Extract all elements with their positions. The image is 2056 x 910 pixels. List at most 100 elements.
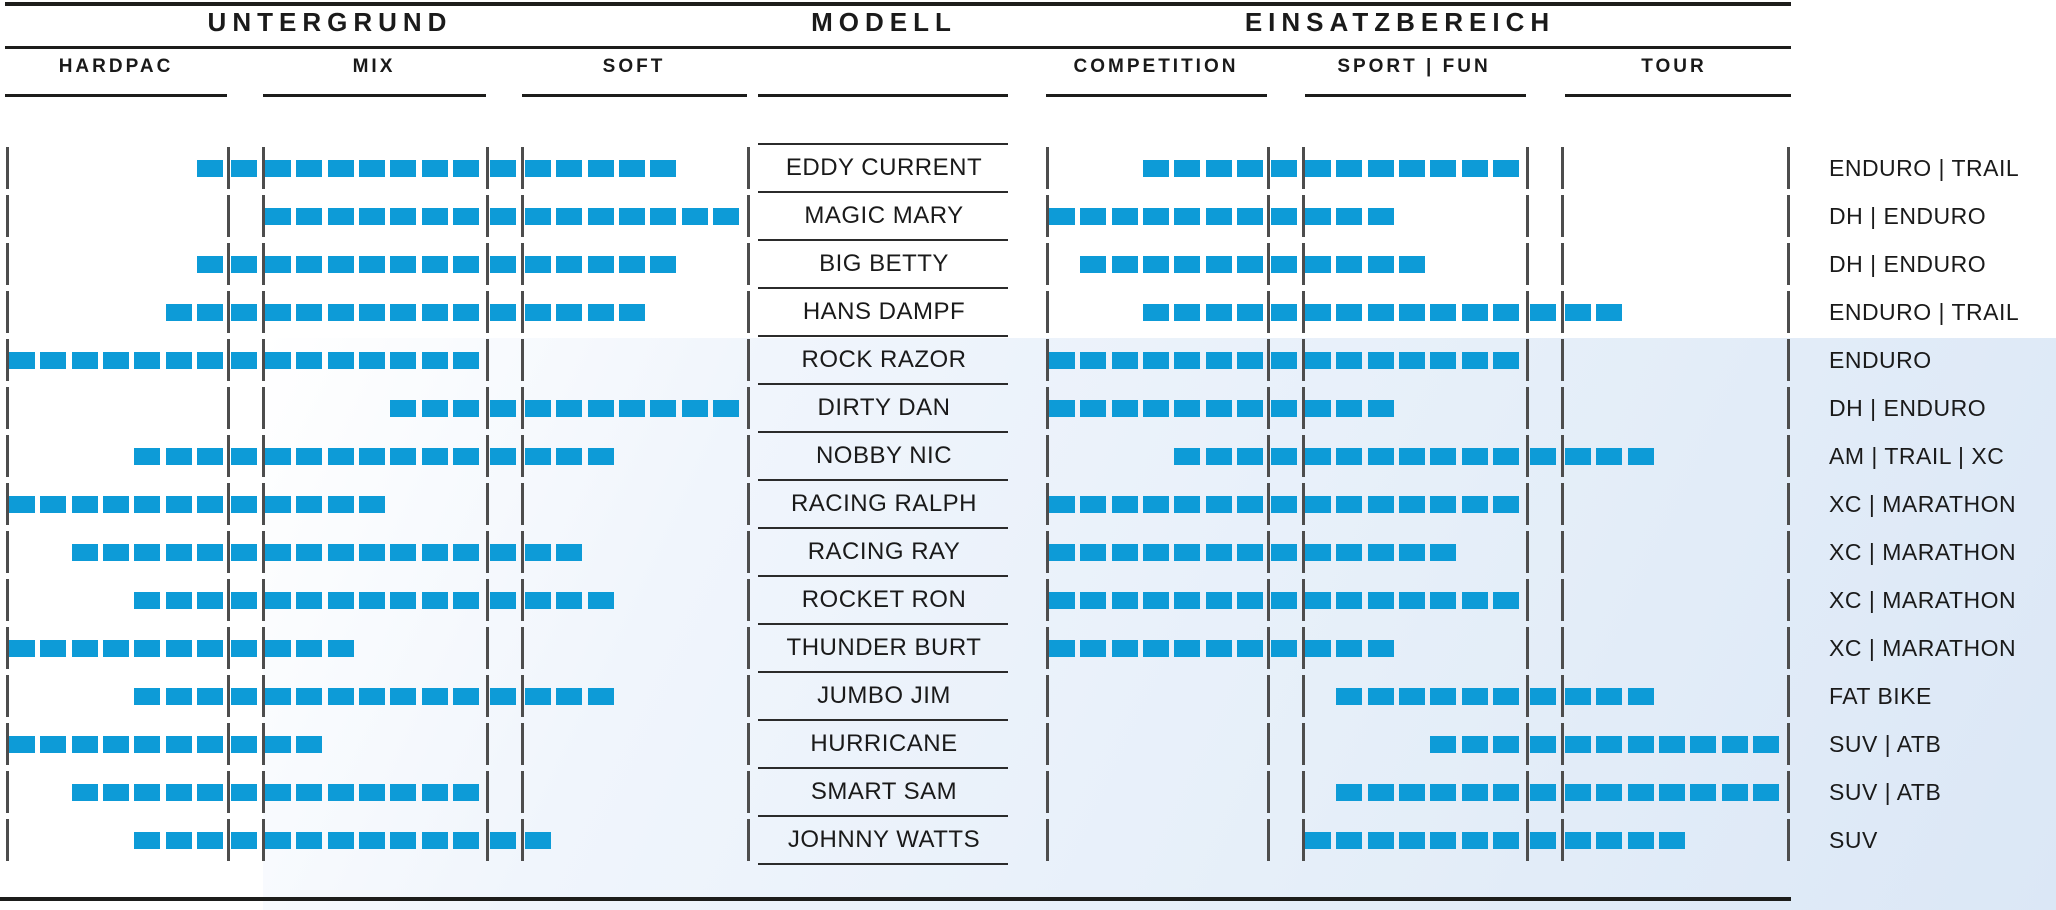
bar-segment <box>1111 544 1138 561</box>
bar-segment <box>1205 496 1232 513</box>
zone-divider <box>1526 243 1529 285</box>
bar-segment <box>1080 256 1107 273</box>
bar-segment <box>1627 784 1654 801</box>
bar-segment <box>1565 784 1591 801</box>
bar-segment <box>1174 592 1201 609</box>
bar-segment <box>196 544 223 561</box>
bar-segment <box>390 832 417 849</box>
bar-segment <box>490 208 516 225</box>
bar-segment <box>1461 688 1488 705</box>
bar-segment <box>1271 640 1297 657</box>
bar-segment <box>650 160 677 177</box>
bar-segment <box>650 256 677 273</box>
zone-divider <box>521 195 524 237</box>
bar-segment <box>452 784 479 801</box>
bar-segment <box>1305 640 1331 657</box>
bar-segment <box>1174 304 1201 321</box>
zone-divider <box>1526 291 1529 333</box>
bar-segment <box>1398 784 1425 801</box>
zone-divider <box>1526 675 1529 717</box>
bar-segment <box>1658 784 1685 801</box>
zone-divider <box>1526 147 1529 189</box>
bar-segment <box>390 208 417 225</box>
bar-segment <box>1492 496 1519 513</box>
bar-segment <box>134 544 161 561</box>
bar-segment <box>1271 448 1297 465</box>
bar-segment <box>525 592 551 609</box>
bar-segment <box>327 592 354 609</box>
bar-segment <box>1658 832 1685 849</box>
bar-segment <box>165 640 192 657</box>
bar-segment <box>390 784 417 801</box>
zone-divider <box>227 195 230 237</box>
bar-segment <box>134 832 161 849</box>
zone-divider <box>1267 291 1270 333</box>
bar-segment <box>1461 160 1488 177</box>
bar-segment <box>134 496 161 513</box>
bar-segment <box>358 160 385 177</box>
zone-divider <box>747 291 750 333</box>
zone-divider <box>1787 435 1790 477</box>
bar-segment <box>490 544 516 561</box>
bar-segment <box>134 592 161 609</box>
zone-divider <box>262 435 265 477</box>
bar-segment <box>1596 448 1623 465</box>
bar-segment <box>1367 208 1394 225</box>
zone-label-mix: MIX <box>352 56 396 77</box>
bar-segment <box>1305 160 1331 177</box>
bar-segment <box>102 736 129 753</box>
bar-segment <box>40 640 67 657</box>
bar-segment <box>618 304 645 321</box>
zone-divider <box>486 531 489 573</box>
bar-segment <box>1305 832 1331 849</box>
bar-segment <box>1236 448 1263 465</box>
bar-segment <box>196 592 223 609</box>
bar-segment <box>712 400 739 417</box>
zone-divider <box>227 339 230 381</box>
zone-divider <box>747 339 750 381</box>
bar-segment <box>196 160 223 177</box>
bar-segment <box>421 160 448 177</box>
bar-segment <box>196 448 223 465</box>
model-name: DIRTY DAN <box>817 394 951 421</box>
category-label: SUV <box>1829 827 1878 853</box>
bar-segment <box>1461 304 1488 321</box>
bar-segment <box>358 544 385 561</box>
bar-segment <box>1305 352 1331 369</box>
bar-segment <box>1430 688 1457 705</box>
zone-divider <box>1302 387 1305 429</box>
bar-segment <box>1305 400 1331 417</box>
bar-segment <box>296 448 323 465</box>
bar-segment <box>452 832 479 849</box>
bar-segment <box>1305 496 1331 513</box>
bar-segment <box>1530 304 1556 321</box>
bar-segment <box>1565 832 1591 849</box>
bar-segment <box>296 208 323 225</box>
bar-segment <box>1430 160 1457 177</box>
bar-segment <box>1336 304 1363 321</box>
zone-divider <box>6 195 9 237</box>
bar-segment <box>1111 496 1138 513</box>
bar-segment <box>1111 400 1138 417</box>
zone-divider <box>262 387 265 429</box>
zone-divider <box>1302 195 1305 237</box>
category-label: DH | ENDURO <box>1829 251 1987 277</box>
bar-segment <box>1205 352 1232 369</box>
bar-segment <box>452 592 479 609</box>
bar-segment <box>1049 208 1075 225</box>
zone-divider <box>227 627 230 669</box>
bar-segment <box>71 496 98 513</box>
zone-divider <box>486 435 489 477</box>
zone-divider <box>1046 483 1049 525</box>
bar-segment <box>265 784 291 801</box>
bar-segment <box>296 832 323 849</box>
zone-divider <box>6 723 9 765</box>
bar-segment <box>587 448 614 465</box>
zone-divider <box>1526 579 1529 621</box>
zone-divider <box>1561 243 1564 285</box>
bar-segment <box>1236 352 1263 369</box>
bar-segment <box>296 640 323 657</box>
bar-segment <box>327 496 354 513</box>
bar-segment <box>1142 160 1169 177</box>
bar-segment <box>1271 304 1297 321</box>
